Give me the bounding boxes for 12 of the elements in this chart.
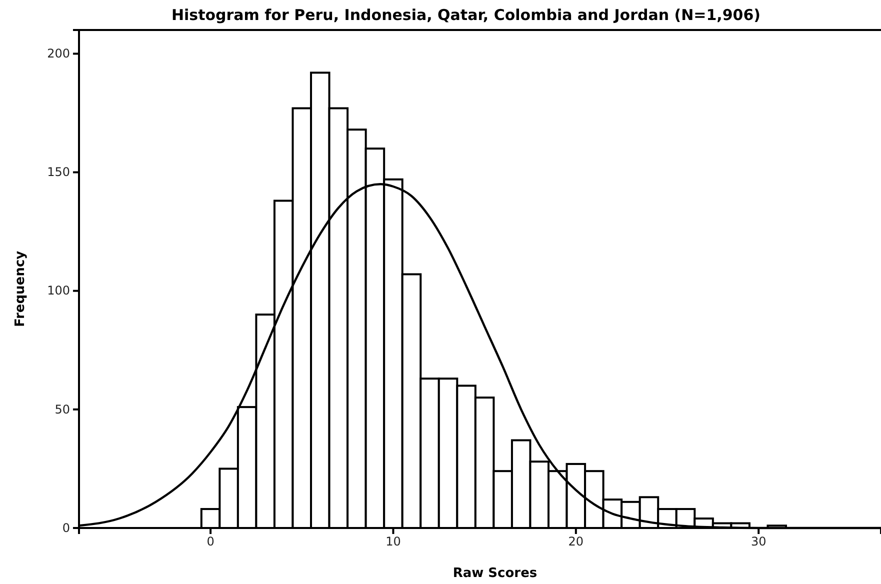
y-tick-label: 150 <box>47 165 70 180</box>
y-tick-label: 0 <box>62 520 70 535</box>
y-tick-label: 200 <box>47 46 70 61</box>
x-tick-label: 30 <box>750 534 766 549</box>
y-tick-label: 100 <box>47 284 70 298</box>
y-axis-title: Frequency <box>13 250 28 328</box>
y-tick-label: 50 <box>54 402 70 416</box>
chart-title: Histogram for Peru, Indonesia, Qatar, Colombia and Jordan (N=1,906) <box>171 6 761 24</box>
x-axis-title: Raw Scores <box>452 566 538 581</box>
x-tick-label: 20 <box>568 534 584 549</box>
x-tick-label: 10 <box>386 534 401 549</box>
x-tick-label: 0 <box>206 534 214 549</box>
